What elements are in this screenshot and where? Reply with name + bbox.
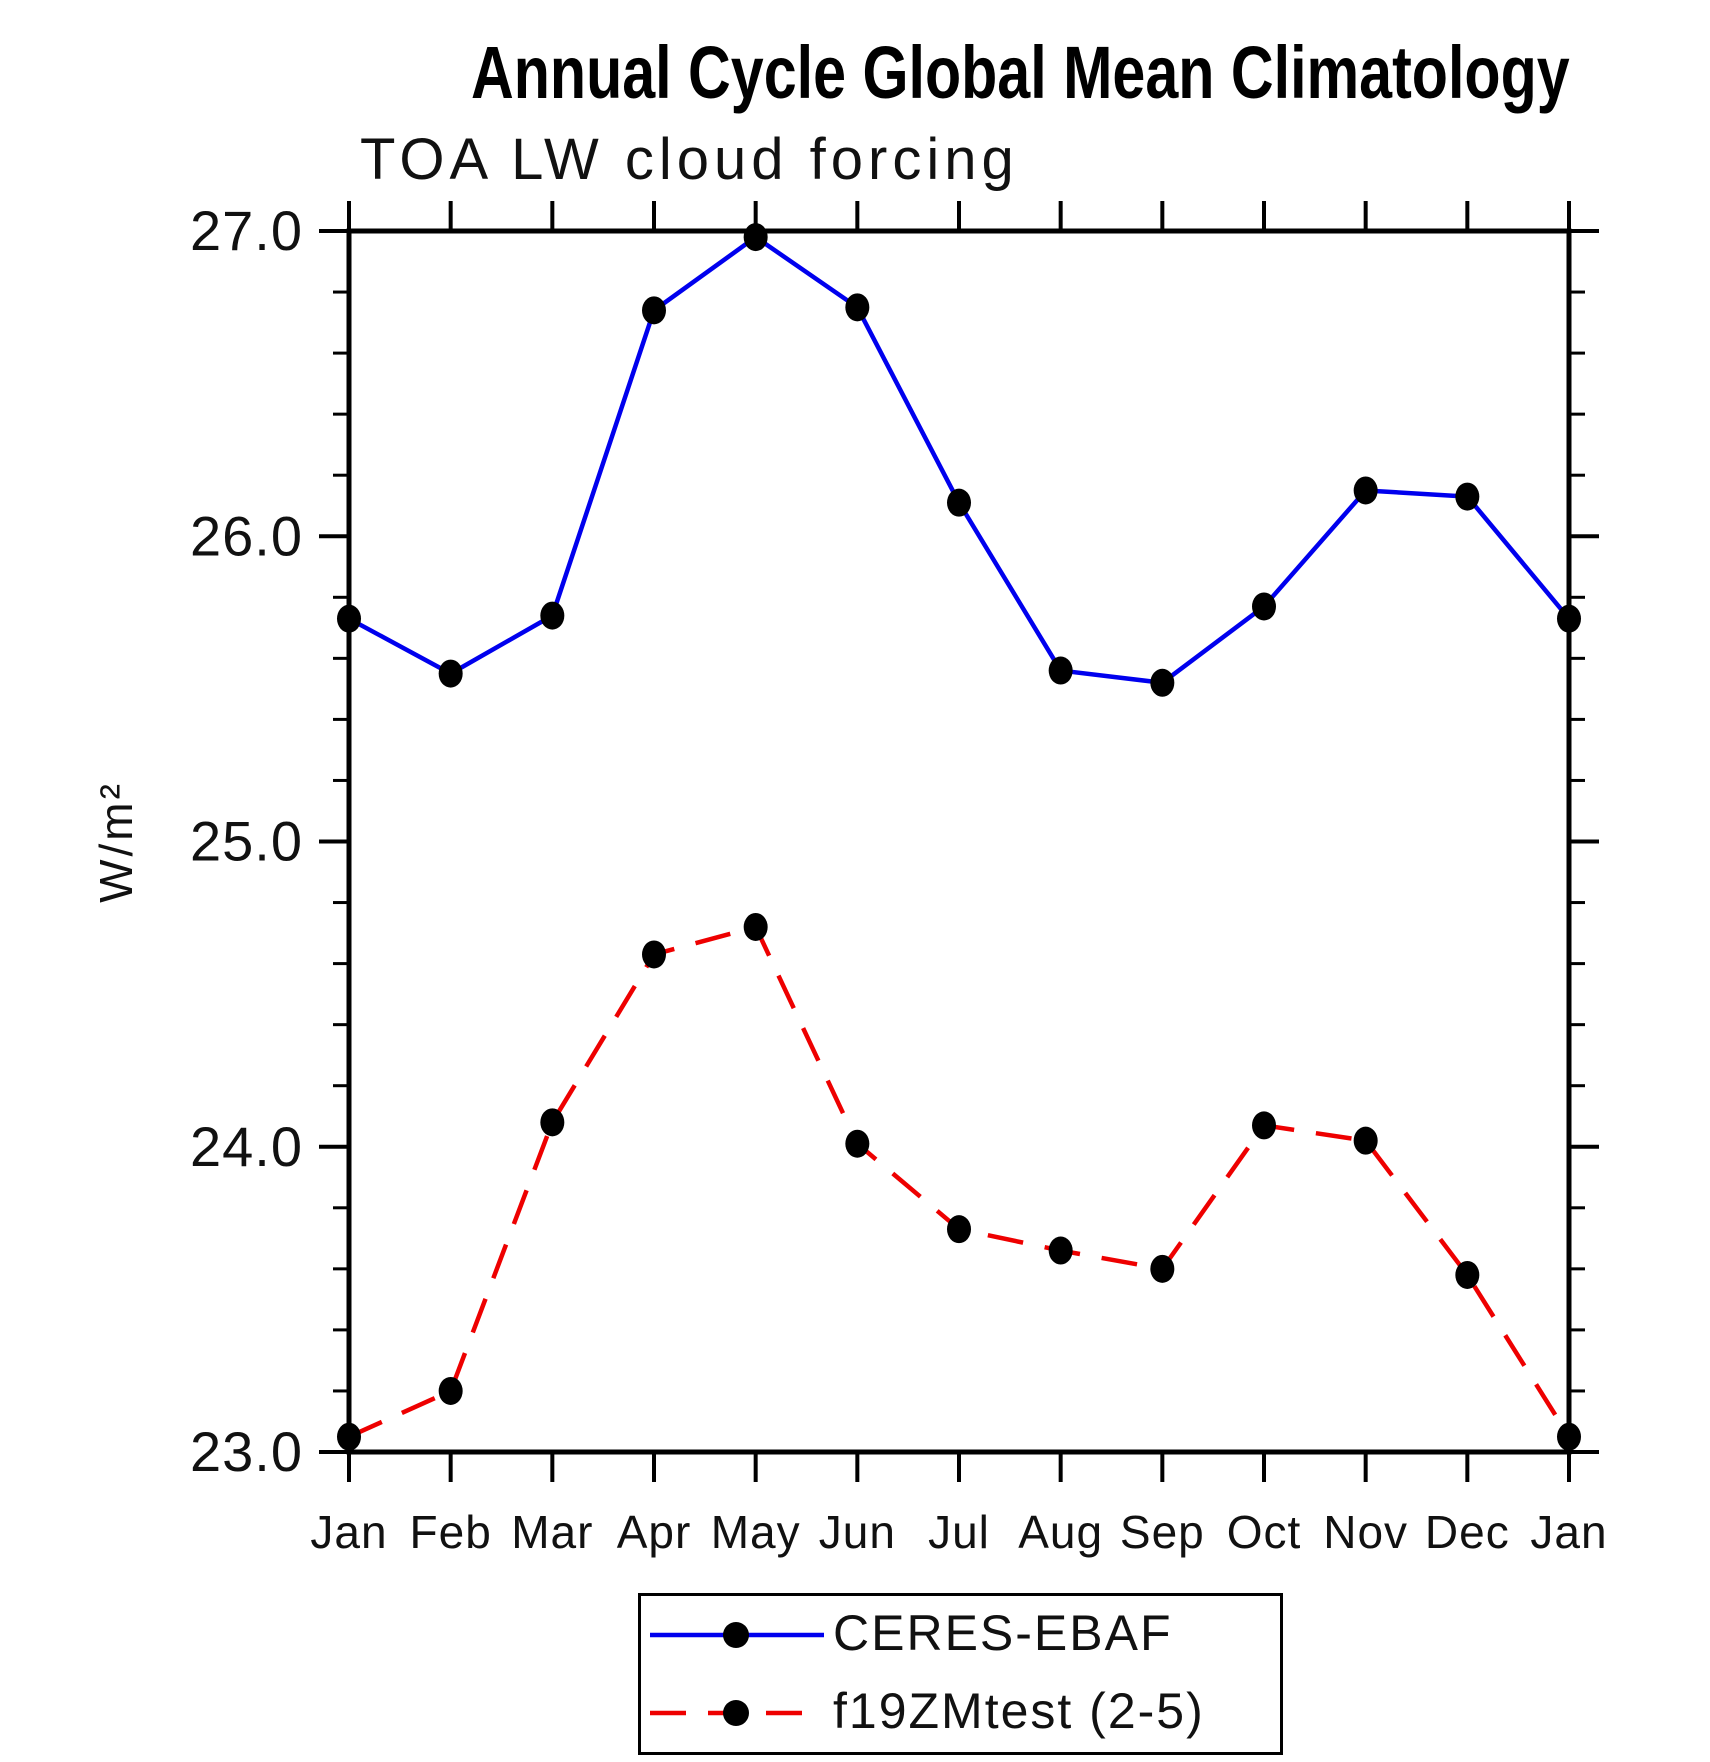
data-point-marker <box>642 940 666 969</box>
page-title: Annual Cycle Global Mean Climatology <box>471 31 1570 114</box>
x-tick-label: Aug <box>1018 1506 1103 1558</box>
x-tick-label: Jan <box>310 1506 387 1558</box>
data-point-marker <box>1150 1254 1175 1283</box>
x-tick-label: Oct <box>1227 1506 1302 1558</box>
legend-label-series-1: CERES-EBAF <box>833 1605 1173 1661</box>
x-tick-label: Nov <box>1323 1506 1408 1558</box>
x-tick-label: Jul <box>928 1506 990 1558</box>
x-tick-label: Jan <box>1530 1506 1607 1558</box>
x-tick-label: Dec <box>1425 1506 1510 1558</box>
data-point-marker <box>438 659 463 688</box>
y-tick-label: 27.0 <box>190 199 303 262</box>
legend-label-series-2: f19ZMtest (2-5) <box>833 1683 1205 1739</box>
legend-sample-solid-line-icon <box>650 1622 824 1648</box>
legend-marker-dot-icon <box>723 1622 749 1648</box>
y-tick-label: 26.0 <box>190 504 303 567</box>
data-point-marker <box>1353 1126 1378 1155</box>
plot-frame <box>346 228 1572 1455</box>
data-point-marker <box>1557 1422 1581 1451</box>
x-tick-label: May <box>711 1506 801 1558</box>
legend-marker-dot-icon <box>723 1700 749 1726</box>
data-point-marker <box>845 1129 870 1158</box>
legend-sample-dashed-line-icon <box>650 1700 824 1726</box>
data-point-marker <box>642 296 666 325</box>
data-point-marker <box>1455 1260 1480 1289</box>
data-point-marker <box>1455 482 1480 511</box>
y-axis-label: W/m² <box>90 781 142 903</box>
data-point-marker <box>743 912 768 941</box>
data-point-marker <box>947 1215 971 1244</box>
y-tick-label: 23.0 <box>190 1420 303 1483</box>
data-point-marker <box>1252 1111 1276 1140</box>
series-line-ceres-ebaf <box>347 234 1571 686</box>
x-tick-label: Feb <box>410 1506 492 1558</box>
x-tick-label: Apr <box>617 1506 692 1558</box>
data-point-marker <box>743 223 768 252</box>
x-tick-label: Sep <box>1120 1506 1205 1558</box>
data-point-marker <box>438 1376 463 1405</box>
data-point-marker <box>1252 592 1276 621</box>
legend-row-f19zmtest: f19ZMtest (2-5) <box>641 1674 1280 1752</box>
data-point-marker <box>540 1108 565 1137</box>
data-point-marker <box>1150 668 1175 697</box>
x-tick-label: Jun <box>819 1506 896 1558</box>
series-line-f19zmtest-2-5 <box>348 924 1571 1439</box>
data-point-marker <box>1557 604 1581 633</box>
y-tick-label: 25.0 <box>190 810 303 873</box>
x-tick-label: Mar <box>511 1506 593 1558</box>
data-point-marker <box>845 293 870 322</box>
data-point-marker <box>1048 656 1073 685</box>
data-point-marker <box>540 601 565 630</box>
y-tick-label: 24.0 <box>190 1115 303 1178</box>
data-point-marker <box>947 488 971 517</box>
legend-box: CERES-EBAF f19ZMtest (2-5) <box>638 1593 1283 1755</box>
legend-row-ceres-ebaf: CERES-EBAF <box>641 1596 1280 1674</box>
chart-subtitle: TOA LW cloud forcing <box>360 127 1019 192</box>
data-point-marker <box>337 604 361 633</box>
data-point-marker <box>337 1422 361 1451</box>
data-point-marker <box>1353 476 1378 505</box>
data-point-marker <box>1048 1236 1073 1265</box>
